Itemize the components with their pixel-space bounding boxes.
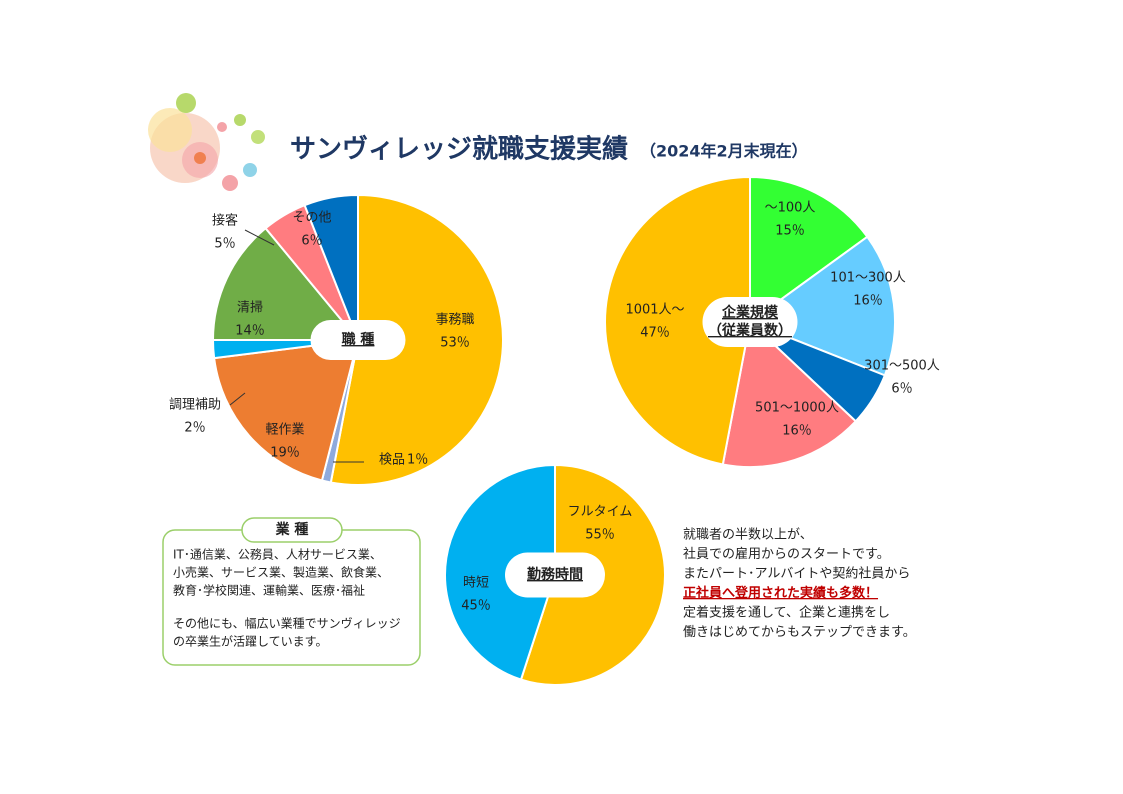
value-label: 16％: [853, 294, 883, 309]
note-line: 働きはじめてからもステップできます。: [683, 625, 916, 640]
slice-label: その他: [292, 211, 331, 226]
note-line: またパート･アルバイトや契約社員から: [683, 566, 910, 582]
slice-label: 検品: [379, 453, 405, 468]
center-box: [310, 320, 406, 360]
value-label: 55％: [585, 528, 615, 543]
pie-slice: [329, 193, 504, 486]
slice-label: 軽作業: [265, 422, 304, 438]
pie-slice: [721, 320, 858, 468]
slice-label: 事務職: [435, 313, 474, 328]
note-line: 定着支援を通して、企業と連携をし: [683, 605, 890, 621]
chart-title: 企業規模: [721, 304, 779, 321]
box-line: の卒業生が活躍しています。: [173, 634, 327, 649]
value-label: 45％: [461, 599, 491, 614]
value-label: 14％: [235, 324, 265, 339]
slice-label: 1001人～: [625, 303, 684, 318]
box-line: その他にも、幅広い業種でサンヴィレッジ: [173, 616, 401, 631]
slice-label: ～100人: [765, 201, 816, 216]
pie-slice: [213, 338, 360, 482]
decoration: [148, 93, 265, 191]
slice-label: 501～1000人: [755, 401, 839, 416]
value-label: 47％: [640, 326, 670, 341]
slice-label: 清掃: [237, 300, 263, 316]
note-highlight: 正社員へ登用された実績も多数！: [683, 585, 878, 601]
slice-label: 時短: [463, 576, 489, 591]
slice-label: 調理補助: [169, 398, 221, 413]
box-line: 小売業、サービス業、製造業、飲食業、: [173, 565, 389, 580]
value-label: 5％: [214, 237, 235, 252]
leader-line: [229, 392, 246, 406]
value-label: 15％: [775, 224, 805, 239]
value-label: 53％: [440, 336, 470, 351]
page-subtitle: （2024年2月末現在）: [640, 142, 808, 161]
note-line: 社員での雇用からのスタートです。: [683, 546, 890, 562]
page-title: サンヴィレッジ就職支援実績: [290, 134, 628, 165]
value-label: 19％: [270, 446, 300, 461]
box-line: IT･通信業、公務員、人材サービス業、: [173, 548, 382, 562]
value-label: 1％: [407, 453, 428, 468]
leader-line: [244, 229, 275, 246]
pie-slice: [749, 175, 869, 324]
box-line: 教育･学校関連、運輸業、医療･福祉: [173, 583, 365, 598]
pie-slice: [303, 193, 359, 341]
chart-title: （従業員数）: [708, 322, 792, 339]
box-heading: 業 種: [275, 521, 309, 538]
pie-slice: [604, 175, 751, 466]
center-box: [702, 297, 798, 347]
note-line: 就職者の半数以上が、: [683, 528, 813, 543]
value-label: 6％: [891, 382, 912, 397]
slice-label: 接客: [212, 213, 238, 229]
slice-label: 301～500人: [864, 359, 940, 374]
value-label: 6％: [301, 234, 322, 249]
center-box: [505, 552, 605, 598]
note: 就職者の半数以上が、社員での雇用からのスタートです。またパート･アルバイトや契約…: [683, 528, 916, 641]
chart-title: 勤務時間: [527, 566, 583, 583]
pie-slice: [444, 463, 556, 681]
slice-label: フルタイム: [568, 505, 633, 520]
value-label: 16％: [782, 424, 812, 439]
pie-slice: [747, 235, 896, 377]
pie-slice: [211, 226, 361, 341]
value-label: 2％: [184, 421, 205, 436]
chart-title: 職 種: [342, 331, 375, 348]
industry-box: 業 種 IT･通信業、公務員、人材サービス業、小売業、サービス業、製造業、飲食業…: [162, 517, 421, 666]
slice-label: 101～300人: [830, 271, 906, 286]
